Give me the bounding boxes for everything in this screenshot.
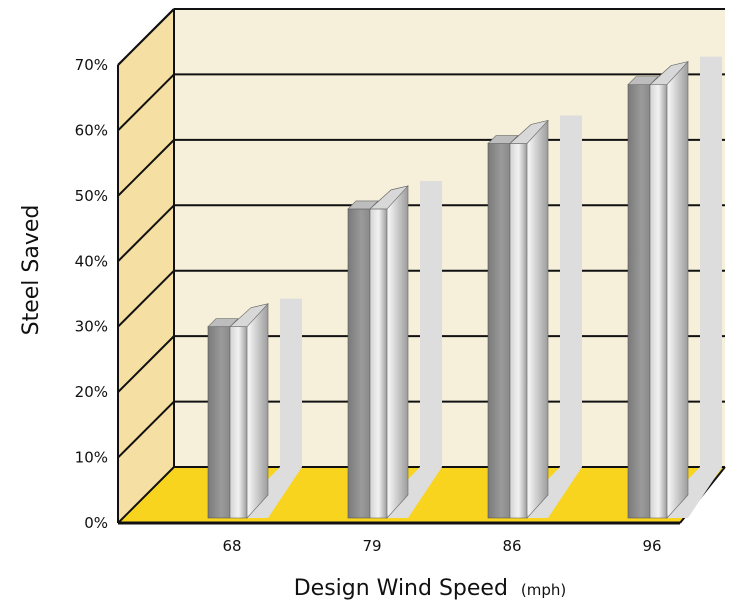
y-tick-label: 50% [75,187,108,205]
gridline-side [117,335,175,393]
y-tick-label: 60% [75,121,108,139]
bar-shadow [560,115,582,467]
y-tick-label: 70% [75,56,108,74]
y-tick-label: 40% [75,252,108,270]
bar-top [207,318,239,328]
gridline-side [117,270,175,328]
bar-side-front [649,84,668,519]
bar-face [207,326,231,519]
x-tick-label: 79 [362,537,381,555]
x-tick-label: 96 [642,537,661,555]
y-tick-label: 30% [75,318,108,336]
chart-side-wall [118,9,174,523]
x-axis-title: Design Wind Speed (mph) [294,576,567,601]
bar-face [627,84,651,519]
bar-shadow [280,298,302,467]
bar-top [347,200,379,210]
x-axis-title-main: Design Wind Speed [294,576,508,601]
bar-face [347,208,371,519]
bar-top-right [509,120,549,144]
y-tick-label: 0% [84,514,108,532]
y-tick-label: 20% [75,383,108,401]
bar-face [487,143,511,519]
bar-shadow [420,180,442,467]
bar-top-right [369,185,409,210]
bar [627,61,689,519]
gridline-side [117,139,175,197]
gridline-side [117,204,175,262]
bar-side-front [229,326,248,519]
bar [347,185,409,519]
y-tick-label: 10% [75,449,108,467]
bar-top [487,135,519,144]
x-axis-title-unit: (mph) [521,581,566,599]
bar-top-right [649,61,689,85]
frame-top-diagonal [117,8,175,66]
x-tick-labels: 68 79 86 96 [222,537,661,555]
bar-top-right [229,303,269,328]
x-tick-label: 68 [222,537,241,555]
bar-shadow [700,56,722,467]
y-tick-labels: 0% 10% 20% 30% 40% 50% 60% 70% [75,56,108,532]
bars [207,61,689,519]
bar-top [627,76,659,85]
bar [207,303,269,519]
gridline-side [117,400,175,459]
bar-side-front [509,143,528,519]
bar-side-front [369,208,388,519]
gridline-side [117,73,175,132]
frame-floor-diagonal-left [117,466,175,524]
bar [487,120,549,519]
x-tick-label: 86 [502,537,521,555]
y-axis-title: Steel Saved [19,205,44,336]
